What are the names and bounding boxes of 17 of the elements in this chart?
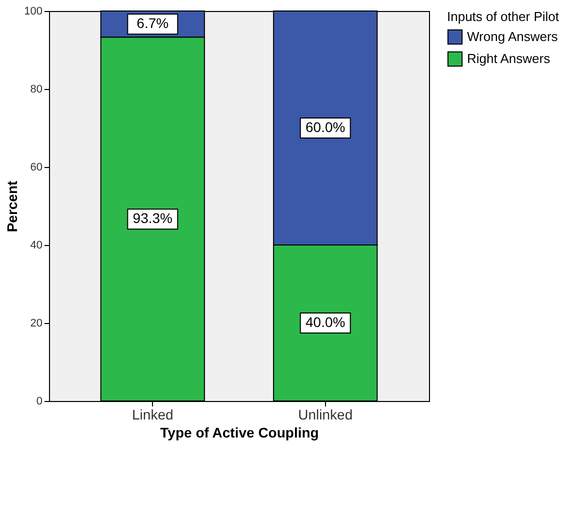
y-tick-label: 0	[36, 396, 42, 408]
x-tick-label: Linked	[132, 406, 174, 422]
data-label: 40.0%	[306, 314, 346, 330]
legend-label: Wrong Answers	[467, 29, 558, 44]
data-label: 60.0%	[306, 119, 346, 135]
y-tick-label: 100	[24, 6, 42, 18]
x-axis-title: Type of Active Coupling	[160, 424, 319, 440]
y-tick-label: 20	[30, 318, 42, 330]
y-tick-label: 40	[30, 240, 42, 252]
y-tick-label: 80	[30, 84, 42, 96]
y-axis-title: Percent	[4, 180, 20, 232]
data-label: 93.3%	[132, 210, 172, 226]
legend-title: Inputs of other Pilot	[447, 9, 560, 24]
y-tick-label: 60	[30, 162, 42, 174]
data-label: 6.7%	[136, 15, 169, 32]
legend-label: Right Answers	[467, 51, 551, 66]
x-tick-label: Unlinked	[298, 406, 353, 422]
